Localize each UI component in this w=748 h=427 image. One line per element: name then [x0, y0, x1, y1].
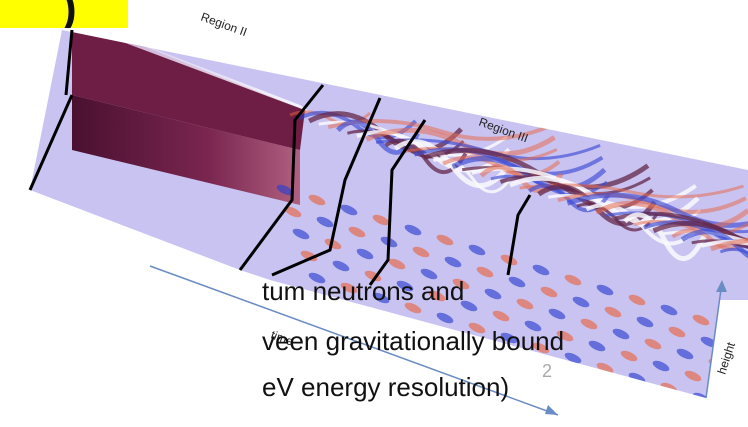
height-axis-arrowhead — [716, 280, 727, 292]
interference-peak — [388, 258, 406, 270]
interference-peak — [316, 216, 334, 228]
interference-peak — [628, 294, 646, 306]
height-axis-label: height — [715, 340, 739, 376]
interference-peak — [676, 348, 694, 360]
interference-peak — [460, 300, 478, 312]
interference-peak — [308, 272, 326, 284]
interference-peak — [532, 264, 550, 276]
interference-peak — [652, 360, 670, 372]
time-axis-arrow — [149, 265, 559, 416]
interference-peak — [596, 284, 614, 296]
interference-peak — [492, 310, 510, 322]
interference-fringe — [566, 192, 748, 228]
interference-peak — [620, 350, 638, 362]
interference-peak — [604, 384, 622, 396]
interference-peak — [436, 234, 454, 246]
region-ii-label: Region II — [199, 10, 249, 40]
interference-peak — [532, 342, 550, 354]
section-lines — [28, 29, 532, 286]
interference-peak — [564, 352, 582, 364]
interference-peak — [508, 276, 526, 288]
time-axis-arrowhead — [545, 405, 558, 415]
interference-peak — [332, 260, 350, 272]
interference-peak — [292, 228, 310, 240]
interference-peak — [340, 282, 358, 294]
interference-peak — [444, 256, 462, 268]
height-axis-arrow — [705, 281, 723, 399]
interference-peak — [396, 280, 414, 292]
interference-peak — [468, 244, 486, 256]
title-highlight: ) — [0, 0, 128, 28]
interference-peak — [612, 328, 630, 340]
interference-peak — [468, 322, 486, 334]
interference-peak — [324, 238, 342, 250]
interference-fringe — [404, 146, 558, 162]
interference-peak — [588, 340, 606, 352]
interference-peak — [372, 214, 390, 226]
interference-fringe — [557, 192, 747, 214]
interference-peak — [372, 292, 390, 304]
slide-text-line-3: eV energy resolution) — [262, 372, 510, 402]
interference-peak — [452, 356, 470, 368]
title-fragment: ) — [62, 0, 77, 28]
interference-fringe — [700, 239, 748, 282]
interference-peak — [604, 306, 622, 318]
interference-peak — [404, 224, 422, 236]
interference-fringe — [719, 247, 748, 270]
interference-peak — [524, 320, 542, 332]
interference-peak — [636, 316, 654, 328]
interference-peak — [284, 206, 302, 218]
interference-peak — [356, 248, 374, 260]
interference-peak — [428, 290, 446, 302]
interference-peak — [476, 266, 494, 278]
slide-text-line-2: veen gravitationally bound — [262, 326, 565, 356]
interference-peak — [564, 274, 582, 286]
interference-peak — [692, 314, 710, 326]
slide-page-number: 2 — [542, 361, 553, 381]
interference-fringe — [432, 157, 515, 194]
interference-peak — [364, 270, 382, 282]
slide-text-line-1: tum neutrons and — [262, 276, 465, 306]
interference-peak — [716, 380, 734, 392]
interference-peak — [340, 204, 358, 216]
interference-peak — [572, 374, 590, 386]
interference-peak — [692, 392, 710, 398]
interference-peak — [500, 332, 518, 344]
interference-peak — [580, 318, 598, 330]
interference-fringe — [710, 237, 748, 267]
interference-fringe — [537, 184, 657, 227]
interference-peak — [348, 226, 366, 238]
interference-peak — [420, 268, 438, 280]
interference-peak — [556, 330, 574, 342]
interference-peak — [436, 312, 454, 324]
interference-peak — [516, 298, 534, 310]
interference-peak — [548, 386, 566, 398]
interference-peak — [516, 376, 534, 388]
interference-peak — [484, 288, 502, 300]
interference-peak — [668, 326, 686, 338]
interference-peak — [276, 184, 294, 196]
interference-peak — [596, 362, 614, 374]
interference-peak — [660, 304, 678, 316]
region-ii-slab-top — [72, 30, 305, 150]
interference-peak — [404, 302, 422, 314]
interference-peak — [308, 194, 326, 206]
region-ii-slab — [72, 95, 300, 205]
interference-peak — [644, 338, 662, 350]
interference-peak — [452, 278, 470, 290]
interference-peak — [572, 296, 590, 308]
interference-peak — [636, 394, 654, 398]
interference-peak — [412, 246, 430, 258]
interference-fringe — [633, 219, 748, 235]
interference-peak — [540, 286, 558, 298]
interference-fringe — [623, 212, 708, 262]
interference-peak — [684, 370, 702, 382]
interference-peak — [548, 308, 566, 320]
